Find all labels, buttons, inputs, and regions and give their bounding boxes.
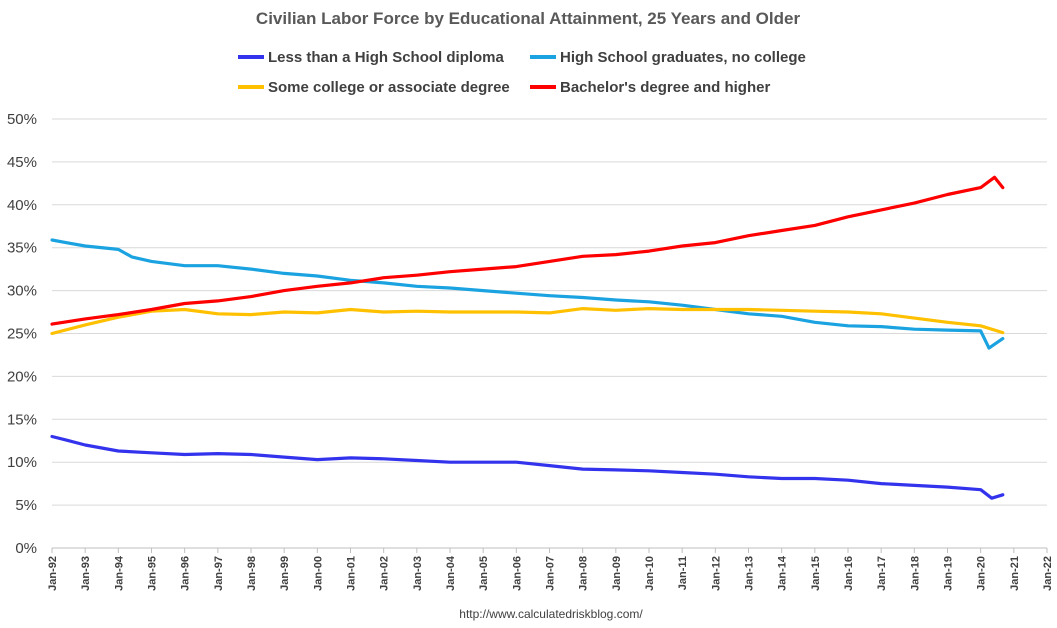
y-tick-label: 20% — [7, 368, 37, 385]
x-tick-label: Jan-93 — [80, 556, 92, 591]
x-tick-label: Jan-95 — [147, 556, 159, 591]
x-tick-label: Jan-17 — [876, 556, 888, 591]
y-tick-label: 30% — [7, 283, 37, 300]
x-axis-ticks: Jan-92 Jan-93 Jan-94 Jan-95 Jan-96 Jan-97 Jan-… — [47, 548, 1054, 591]
x-tick-label: Jan-06 — [511, 556, 523, 591]
x-tick-label: Jan-05 — [478, 556, 490, 591]
x-tick-label: Jan-18 — [909, 556, 921, 591]
series-line-2 — [50, 307, 1005, 336]
y-tick-label: 5% — [15, 497, 37, 514]
x-tick-label: Jan-14 — [777, 555, 789, 591]
legend-label: Bachelor's degree and higher — [560, 79, 770, 96]
x-tick-label: Jan-13 — [744, 556, 756, 591]
x-tick-label: Jan-22 — [1042, 556, 1054, 591]
x-tick-label: Jan-96 — [180, 556, 192, 591]
x-tick-label: Jan-19 — [943, 556, 955, 591]
x-tick-label: Jan-97 — [213, 556, 225, 591]
x-tick-label: Jan-12 — [710, 556, 722, 591]
series-lines — [50, 175, 1005, 500]
x-tick-label: Jan-98 — [246, 556, 258, 591]
x-tick-label: Jan-09 — [611, 556, 623, 591]
legend: Less than a High School diploma High Scho… — [238, 49, 806, 96]
x-tick-label: Jan-03 — [412, 556, 424, 591]
chart-title: Civilian Labor Force by Educational Atta… — [256, 9, 801, 28]
y-tick-label: 45% — [7, 154, 37, 171]
x-tick-label: Jan-10 — [644, 556, 656, 591]
series-line-0 — [50, 434, 1005, 500]
y-tick-label: 50% — [7, 111, 37, 128]
x-tick-label: Jan-07 — [545, 556, 557, 591]
y-tick-label: 25% — [7, 326, 37, 343]
y-tick-label: 10% — [7, 454, 37, 471]
x-tick-label: Jan-08 — [578, 556, 590, 591]
legend-label: Less than a High School diploma — [268, 49, 505, 66]
x-tick-label: Jan-20 — [976, 556, 988, 591]
x-tick-label: Jan-01 — [346, 556, 358, 591]
legend-label: High School graduates, no college — [560, 49, 806, 66]
legend-label: Some college or associate degree — [268, 79, 510, 96]
x-tick-label: Jan-16 — [843, 556, 855, 591]
x-tick-label: Jan-11 — [677, 556, 689, 590]
y-tick-label: 15% — [7, 411, 37, 428]
source-note: http://www.calculatedriskblog.com/ — [459, 607, 643, 621]
x-tick-label: Jan-00 — [312, 556, 324, 591]
x-tick-label: Jan-02 — [379, 556, 391, 591]
x-tick-label: Jan-04 — [445, 555, 457, 591]
y-tick-label: 0% — [15, 540, 37, 557]
x-tick-label: Jan-21 — [1009, 556, 1021, 591]
y-tick-label: 35% — [7, 240, 37, 257]
series-line-1 — [50, 238, 1005, 350]
x-tick-label: Jan-15 — [810, 556, 822, 591]
x-tick-label: Jan-99 — [279, 556, 291, 591]
y-tick-label: 40% — [7, 197, 37, 214]
x-tick-label: Jan-94 — [113, 555, 125, 591]
y-axis-ticks: 0% 5% 10% 15% 20% 25% 30% 35% 40% 45% 50% — [7, 111, 37, 557]
x-tick-label: Jan-92 — [47, 556, 59, 591]
series-line-3 — [50, 175, 1005, 326]
